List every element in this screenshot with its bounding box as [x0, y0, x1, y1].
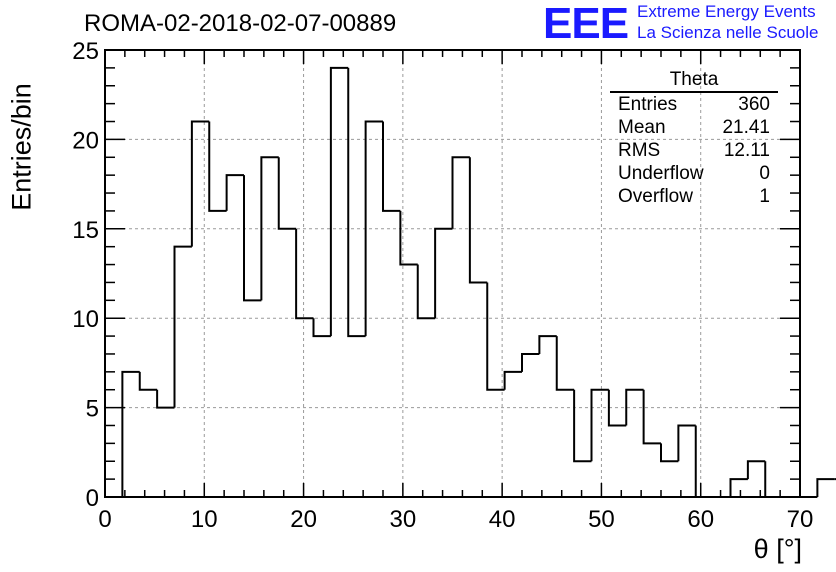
stats-label: Entries: [618, 94, 678, 115]
histogram-bin: [677, 424, 696, 462]
histogram-bin: [573, 389, 592, 463]
stats-row-rms: RMS 12.11: [610, 139, 778, 162]
histogram-bin: [642, 389, 661, 445]
y-tick-label: 20: [72, 127, 99, 154]
histogram-bin: [625, 388, 644, 426]
stats-value: 1: [759, 186, 770, 207]
histogram-bin: [295, 228, 314, 320]
histogram-bin: [486, 282, 505, 391]
x-tick-label: 50: [588, 506, 615, 533]
histogram-bin: [555, 336, 575, 391]
x-tick-label: 70: [787, 506, 814, 533]
y-tick-label: 5: [86, 396, 99, 423]
x-tick-label: 20: [290, 506, 317, 533]
stats-value: 0: [759, 163, 770, 184]
histogram-bin: [729, 478, 748, 497]
histogram-bin: [329, 66, 349, 337]
stats-label: Mean: [618, 117, 666, 138]
histogram-bin: [399, 210, 418, 266]
x-tick-label: 30: [390, 506, 417, 533]
histogram-bin: [468, 157, 488, 284]
stats-value: 12.11: [723, 140, 770, 161]
stats-box: Theta Entries 360 Mean 21.41 RMS 12.11 U…: [610, 70, 778, 208]
histogram-bin: [347, 67, 366, 338]
histogram-bin: [364, 120, 383, 337]
histogram-bin: [746, 460, 766, 480]
y-tick-label: 0: [86, 485, 99, 512]
eee-logo: EEE: [543, 0, 629, 48]
plot-frame: [104, 49, 801, 498]
stats-label: Overflow: [618, 186, 693, 207]
histogram-bin: [260, 156, 279, 301]
x-tick-label: 0: [98, 506, 111, 533]
histogram-bin: [121, 370, 140, 497]
histogram-bin: [660, 443, 679, 463]
histogram-bin: [190, 120, 210, 247]
histogram-bin: [243, 175, 262, 302]
histogram-bin: [434, 227, 453, 319]
x-tick-label: 10: [191, 506, 218, 533]
y-tick-label: 10: [72, 306, 99, 333]
histogram-bin: [173, 245, 192, 408]
x-tick-label: 40: [489, 506, 516, 533]
histogram-bin: [538, 335, 557, 354]
histogram-bin: [816, 478, 835, 497]
histogram-bin: [208, 121, 227, 212]
histogram-bin: [503, 370, 522, 390]
histogram-bin: [225, 174, 244, 211]
plot-title: ROMA-02-2018-02-07-00889: [84, 10, 397, 37]
stats-row-mean: Mean 21.41: [610, 116, 778, 139]
histogram-bin: [451, 156, 470, 229]
y-tick-label: 25: [72, 38, 99, 65]
stats-value: 21.41: [722, 117, 770, 138]
histogram-bin: [521, 352, 540, 372]
histogram-bin: [156, 389, 175, 409]
histogram-bin: [590, 388, 609, 462]
stats-row-underflow: Underflow 0: [610, 162, 778, 185]
y-axis-label-wrap: Entries/bin: [0, 83, 40, 211]
histogram-bin: [138, 371, 158, 391]
histogram-bin: [382, 121, 401, 212]
logo-subtitle-line1: Extreme Energy Events: [637, 2, 816, 21]
y-tick-label: 15: [72, 217, 99, 244]
histogram-bin: [694, 425, 714, 498]
histogram-bin: [277, 157, 297, 230]
stats-label: RMS: [618, 140, 661, 161]
stats-label: Underflow: [618, 163, 704, 184]
histogram-bin: [416, 264, 436, 320]
histogram-bin: [607, 389, 627, 427]
stats-value: 360: [738, 94, 770, 115]
stats-row-overflow: Overflow 1: [610, 185, 778, 208]
x-axis-label: θ [°]: [753, 534, 802, 564]
x-tick-label: 60: [687, 506, 714, 533]
stats-title: Theta: [610, 70, 778, 93]
stats-row-entries: Entries 360: [610, 93, 778, 116]
y-axis-label: Entries/bin: [6, 83, 37, 211]
histogram-bin: [312, 318, 331, 338]
logo-subtitle-line2: La Scienza nelle Scuole: [637, 23, 819, 42]
